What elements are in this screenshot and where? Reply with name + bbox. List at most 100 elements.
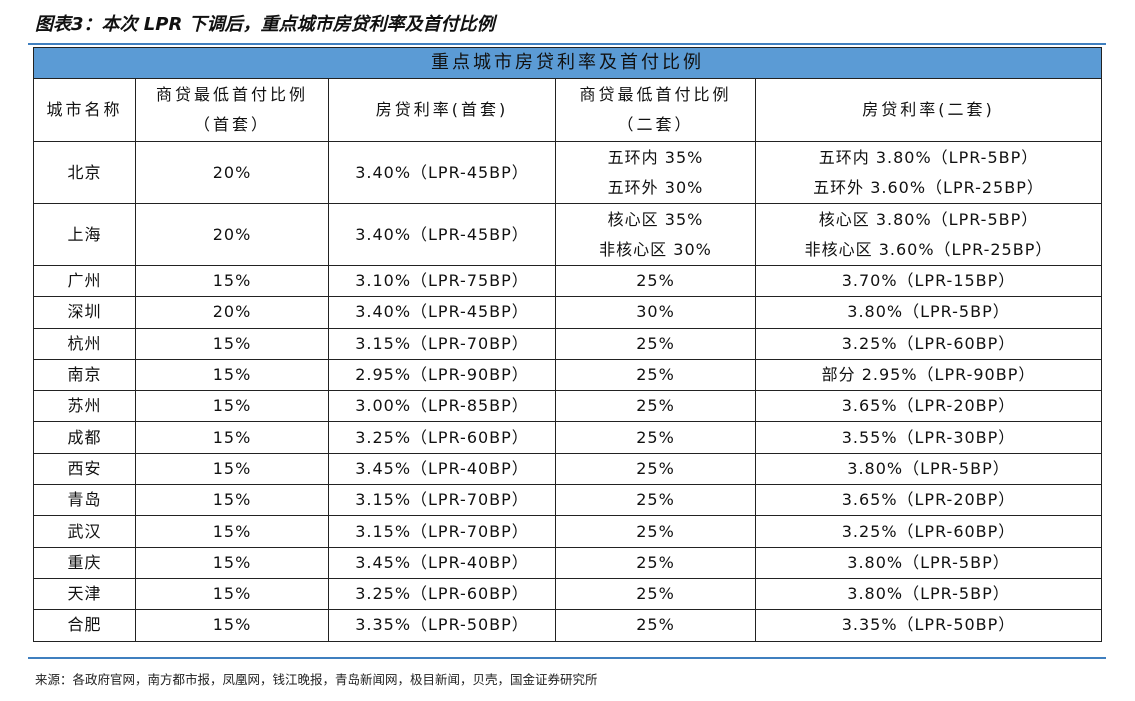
- cell-rate-second: 3.65%（LPR-20BP）: [754, 390, 1103, 423]
- cell-rate-first: 3.45%（LPR-40BP）: [328, 546, 556, 579]
- cell-rate-first: 3.45%（LPR-40BP）: [328, 452, 556, 486]
- cell-down-payment-second: 30%: [555, 296, 756, 329]
- cell-line: 25%: [636, 427, 675, 447]
- header-line: 房贷利率(首套): [375, 100, 509, 119]
- cell-rate-first: 3.40%（LPR-45BP）: [328, 296, 556, 329]
- cell-down-payment-first: 15%: [135, 452, 329, 486]
- cell-line: 25%: [636, 521, 675, 541]
- cell-line: 25%: [636, 365, 675, 385]
- bottom-rule: [28, 657, 1106, 659]
- cell-city: 苏州: [33, 390, 136, 423]
- cell-rate-first: 3.25%（LPR-60BP）: [328, 577, 556, 611]
- table-row: 北京 20% 3.40%（LPR-45BP） 五环内 35% 五环外 30% 五环内 3.…: [33, 141, 1103, 204]
- cell-line: 非核心区 3.60%（LPR-25BP）: [804, 239, 1053, 259]
- cell-city: 青岛: [33, 484, 136, 517]
- cell-down-payment-first: 15%: [135, 264, 329, 298]
- cell-rate-first: 2.95%（LPR-90BP）: [328, 358, 556, 392]
- cell-line: 3.80%（LPR-5BP）: [847, 458, 1010, 478]
- cell-down-payment-first: 15%: [135, 577, 329, 611]
- cell-line: 非核心区 30%: [599, 239, 712, 259]
- header-line: 商贷最低首付比例: [579, 85, 732, 104]
- table-row: 重庆 15% 3.45%（LPR-40BP） 25% 3.80%（LPR-5BP）: [33, 546, 1103, 579]
- cell-city: 深圳: [33, 296, 136, 329]
- cell-line: 25%: [636, 333, 675, 353]
- cell-down-payment-first: 15%: [135, 327, 329, 360]
- header-line: 房贷利率(二套): [862, 100, 995, 119]
- cell-line: 25%: [636, 271, 675, 291]
- cell-rate-second: 核心区 3.80%（LPR-5BP） 非核心区 3.60%（LPR-25BP）: [754, 203, 1103, 266]
- cell-rate-second: 3.25%（LPR-60BP）: [754, 515, 1103, 548]
- column-header: 商贷最低首付比例 （首套）: [135, 78, 329, 142]
- column-header: 房贷利率(首套): [328, 78, 556, 142]
- cell-down-payment-first: 15%: [135, 484, 329, 517]
- data-table: 重点城市房贷利率及首付比例 城市名称 商贷最低首付比例 （首套） 房贷利率(首套) 商贷…: [32, 47, 1103, 642]
- cell-rate-first: 3.15%（LPR-70BP）: [328, 515, 556, 548]
- cell-rate-second: 3.70%（LPR-15BP）: [754, 264, 1103, 298]
- table-caption: 重点城市房贷利率及首付比例: [32, 47, 1103, 79]
- cell-line: 25%: [636, 584, 675, 604]
- cell-line: 25%: [636, 490, 675, 510]
- cell-rate-first: 3.15%（LPR-70BP）: [328, 327, 556, 360]
- cell-down-payment-second: 25%: [555, 421, 756, 454]
- cell-rate-second: 3.35%（LPR-50BP）: [754, 609, 1103, 642]
- cell-rate-second: 3.25%（LPR-60BP）: [754, 327, 1103, 360]
- cell-city: 南京: [33, 358, 136, 392]
- table-row: 苏州 15% 3.00%（LPR-85BP） 25% 3.65%（LPR-20BP）: [33, 390, 1103, 423]
- cell-rate-first: 3.40%（LPR-45BP）: [328, 203, 556, 266]
- cell-rate-second: 3.80%（LPR-5BP）: [754, 452, 1103, 486]
- cell-city: 西安: [33, 452, 136, 486]
- cell-line: 25%: [636, 615, 675, 635]
- table-row: 西安 15% 3.45%（LPR-40BP） 25% 3.80%（LPR-5BP）: [33, 452, 1103, 486]
- cell-rate-first: 3.00%（LPR-85BP）: [328, 390, 556, 423]
- column-header: 房贷利率(二套): [754, 78, 1103, 142]
- cell-rate-second: 3.80%（LPR-5BP）: [754, 577, 1103, 611]
- cell-down-payment-second: 25%: [555, 609, 756, 642]
- cell-city: 广州: [33, 264, 136, 298]
- cell-line: 五环内 3.80%（LPR-5BP）: [818, 147, 1039, 167]
- table-row: 上海 20% 3.40%（LPR-45BP） 核心区 35% 非核心区 30% 核心区 3…: [33, 203, 1103, 266]
- cell-down-payment-second: 25%: [555, 264, 756, 298]
- cell-rate-first: 3.15%（LPR-70BP）: [328, 484, 556, 517]
- cell-rate-first: 3.40%（LPR-45BP）: [328, 141, 556, 204]
- cell-down-payment-second: 25%: [555, 358, 756, 392]
- cell-down-payment-second: 核心区 35% 非核心区 30%: [555, 203, 756, 266]
- cell-line: 核心区 35%: [607, 209, 704, 229]
- cell-rate-first: 3.35%（LPR-50BP）: [328, 609, 556, 642]
- cell-line: 3.80%（LPR-5BP）: [847, 552, 1010, 572]
- cell-line: 核心区 3.80%（LPR-5BP）: [818, 209, 1039, 229]
- source-note: 来源：各政府官网，南方都市报，凤凰网，钱江晚报，青岛新闻网，极目新闻，贝壳，国金…: [35, 672, 598, 687]
- table-row: 武汉 15% 3.15%（LPR-70BP） 25% 3.25%（LPR-60BP）: [33, 515, 1103, 548]
- cell-line: 3.65%（LPR-20BP）: [841, 490, 1016, 510]
- cell-city: 成都: [33, 421, 136, 454]
- cell-line: 3.65%（LPR-20BP）: [841, 396, 1016, 416]
- table-row: 成都 15% 3.25%（LPR-60BP） 25% 3.55%（LPR-30BP）: [33, 421, 1103, 454]
- header-line: （二套）: [617, 115, 694, 134]
- cell-line: 3.70%（LPR-15BP）: [841, 271, 1016, 291]
- top-rule: [28, 43, 1106, 45]
- table-row: 合肥 15% 3.35%（LPR-50BP） 25% 3.35%（LPR-50BP）: [33, 609, 1103, 642]
- header-line: （首套）: [193, 115, 270, 134]
- cell-city: 合肥: [33, 609, 136, 642]
- cell-line: 25%: [636, 552, 675, 572]
- cell-down-payment-second: 25%: [555, 546, 756, 579]
- table-row: 天津 15% 3.25%（LPR-60BP） 25% 3.80%（LPR-5BP）: [33, 577, 1103, 611]
- cell-down-payment-second: 25%: [555, 327, 756, 360]
- cell-down-payment-first: 15%: [135, 358, 329, 392]
- cell-line: 五环外 3.60%（LPR-25BP）: [813, 177, 1044, 197]
- cell-down-payment-first: 15%: [135, 421, 329, 454]
- cell-down-payment-second: 五环内 35% 五环外 30%: [555, 141, 756, 204]
- cell-down-payment-first: 15%: [135, 515, 329, 548]
- figure-title: 图表3：本次 LPR 下调后，重点城市房贷利率及首付比例: [35, 14, 495, 35]
- cell-down-payment-first: 15%: [135, 609, 329, 642]
- table-row: 青岛 15% 3.15%（LPR-70BP） 25% 3.65%（LPR-20BP）: [33, 484, 1103, 517]
- cell-rate-second: 五环内 3.80%（LPR-5BP） 五环外 3.60%（LPR-25BP）: [754, 141, 1103, 204]
- cell-down-payment-second: 25%: [555, 484, 756, 517]
- cell-line: 五环外 30%: [607, 177, 704, 197]
- table-row: 南京 15% 2.95%（LPR-90BP） 25% 部分 2.95%（LPR-90BP…: [33, 358, 1103, 392]
- cell-down-payment-second: 25%: [555, 515, 756, 548]
- cell-city: 重庆: [33, 546, 136, 579]
- cell-down-payment-first: 20%: [135, 203, 329, 266]
- cell-rate-second: 3.55%（LPR-30BP）: [754, 421, 1103, 454]
- cell-down-payment-first: 15%: [135, 546, 329, 579]
- cell-line: 25%: [636, 458, 675, 478]
